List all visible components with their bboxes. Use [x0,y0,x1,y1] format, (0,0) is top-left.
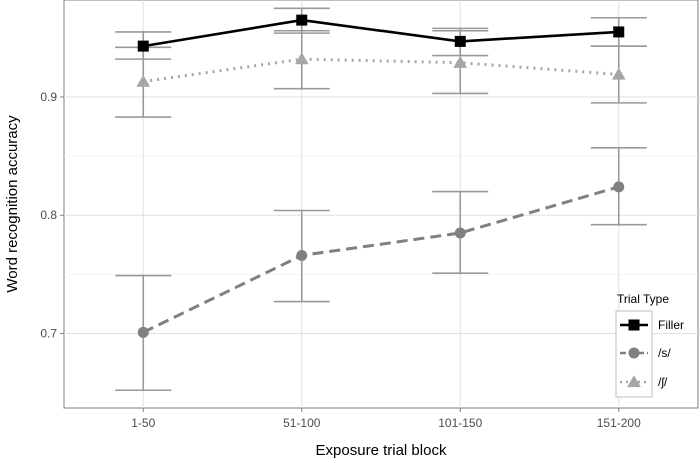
series-line [143,18,619,48]
y-tick-label: 0.7 [40,326,57,340]
y-tick-label: 0.8 [40,208,57,222]
data-point [136,74,151,87]
data-point [454,227,466,239]
x-tick-label: 101-150 [438,416,482,430]
series-line [143,57,619,84]
x-tick-label: 151-200 [597,416,641,430]
legend-label: Filler [658,318,684,332]
legend-label: /ʃ/ [658,375,668,389]
series-line [142,185,620,334]
data-point [454,35,466,47]
y-tick-label: 0.9 [40,90,57,104]
legend-key-marker [627,375,641,388]
x-axis-title: Exposure trial block [316,442,447,459]
series-s [115,147,647,392]
series-filler [115,7,647,60]
legend-item: /ʃ/ [620,375,668,389]
data-point [137,326,149,338]
data-point [613,26,625,38]
data-point [296,14,308,26]
legend-item: Filler [620,318,684,332]
legend-item: /s/ [620,346,671,360]
axes: 0.7 0.8 0.9 1-50 51-100 101-150 151-200 [40,90,641,430]
data-point [137,40,149,52]
legend-key-marker [628,319,640,331]
plot-panel [63,0,699,409]
x-tick-label: 1-50 [131,416,155,430]
data-series [115,7,647,392]
data-point [294,52,309,65]
x-tick-label: 51-100 [283,416,321,430]
legend-key-marker [628,347,640,359]
legend-label: /s/ [658,346,671,360]
data-point [611,67,626,80]
legend: Trial Type Filler/s/ /ʃ/ [615,292,684,398]
data-point [453,55,468,68]
y-axis-title: Word recognition accuracy [4,115,21,293]
data-point [296,249,308,261]
data-point [613,181,625,193]
legend-title: Trial Type [617,292,669,306]
